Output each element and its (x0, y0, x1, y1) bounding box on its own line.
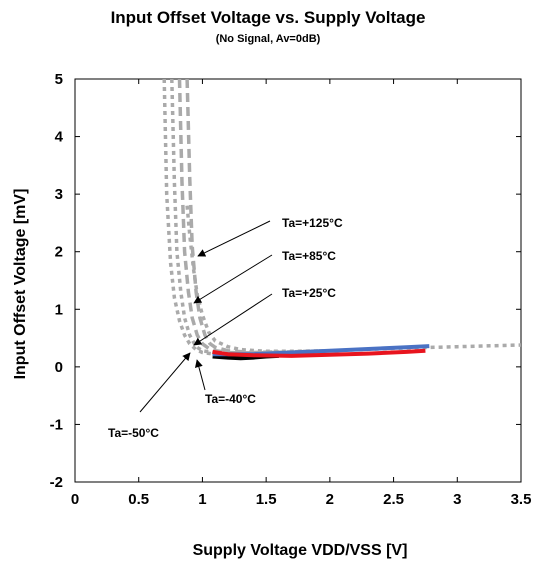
annotation-arrow (193, 254, 273, 304)
y-tick-label: 4 (55, 129, 64, 146)
annotation-label: Ta=+125°C (282, 216, 343, 230)
y-tick-label: -1 (50, 416, 63, 433)
x-tick-label: 2 (326, 491, 334, 508)
annotation-layer: Ta=+125°C Ta=+85°C Ta=+25°C Ta=-40°C Ta=-50°… (108, 216, 343, 440)
series-line-ta-85-c (185, 78, 279, 355)
x-tick-label: 1 (198, 491, 206, 508)
series-line-ta-25-c (177, 78, 279, 355)
series-line-red (212, 348, 426, 358)
tick-layer: 0 0.5 1 1.5 2 2.5 3 3.5 -2 -1 0 1 2 3 4 5 (50, 71, 532, 508)
x-axis-title: Supply Voltage VDD/VSS [V] (193, 542, 408, 559)
series-line-ta-40-c (170, 78, 279, 356)
annotation-label: Ta=+25°C (282, 286, 336, 300)
y-axis-title: Input Offset Voltage [mV] (12, 189, 29, 380)
series-layer (162, 78, 522, 361)
series-line-ta-125-c (185, 205, 330, 354)
annotation-arrow (194, 359, 206, 391)
x-tick-label: 0.5 (128, 491, 149, 508)
annotation-arrow (139, 352, 191, 413)
annotation-label: Ta=-50°C (108, 426, 159, 440)
x-tick-label: 0 (71, 491, 79, 508)
annotation-label: Ta=+85°C (282, 249, 336, 263)
x-tick-label: 3 (453, 491, 461, 508)
x-tick-label: 3.5 (511, 491, 532, 508)
y-tick-label: 5 (55, 71, 63, 88)
y-tick-label: 1 (55, 301, 63, 318)
annotation-arrow (197, 220, 271, 257)
y-tick-label: 3 (55, 186, 63, 203)
plot-area (74, 78, 522, 483)
y-tick-label: -2 (50, 474, 63, 491)
annotation-label: Ta=-40°C (205, 392, 256, 406)
y-tick-label: 0 (55, 359, 63, 376)
plot-frame (74, 78, 522, 483)
x-tick-label: 1.5 (256, 491, 277, 508)
chart-subtitle: (No Signal, Av=0dB) (215, 33, 321, 45)
annotation-arrow (193, 293, 273, 346)
chart-title: Input Offset Voltage vs. Supply Voltage (110, 8, 426, 27)
x-tick-label: 2.5 (383, 491, 404, 508)
y-tick-label: 2 (55, 244, 63, 261)
